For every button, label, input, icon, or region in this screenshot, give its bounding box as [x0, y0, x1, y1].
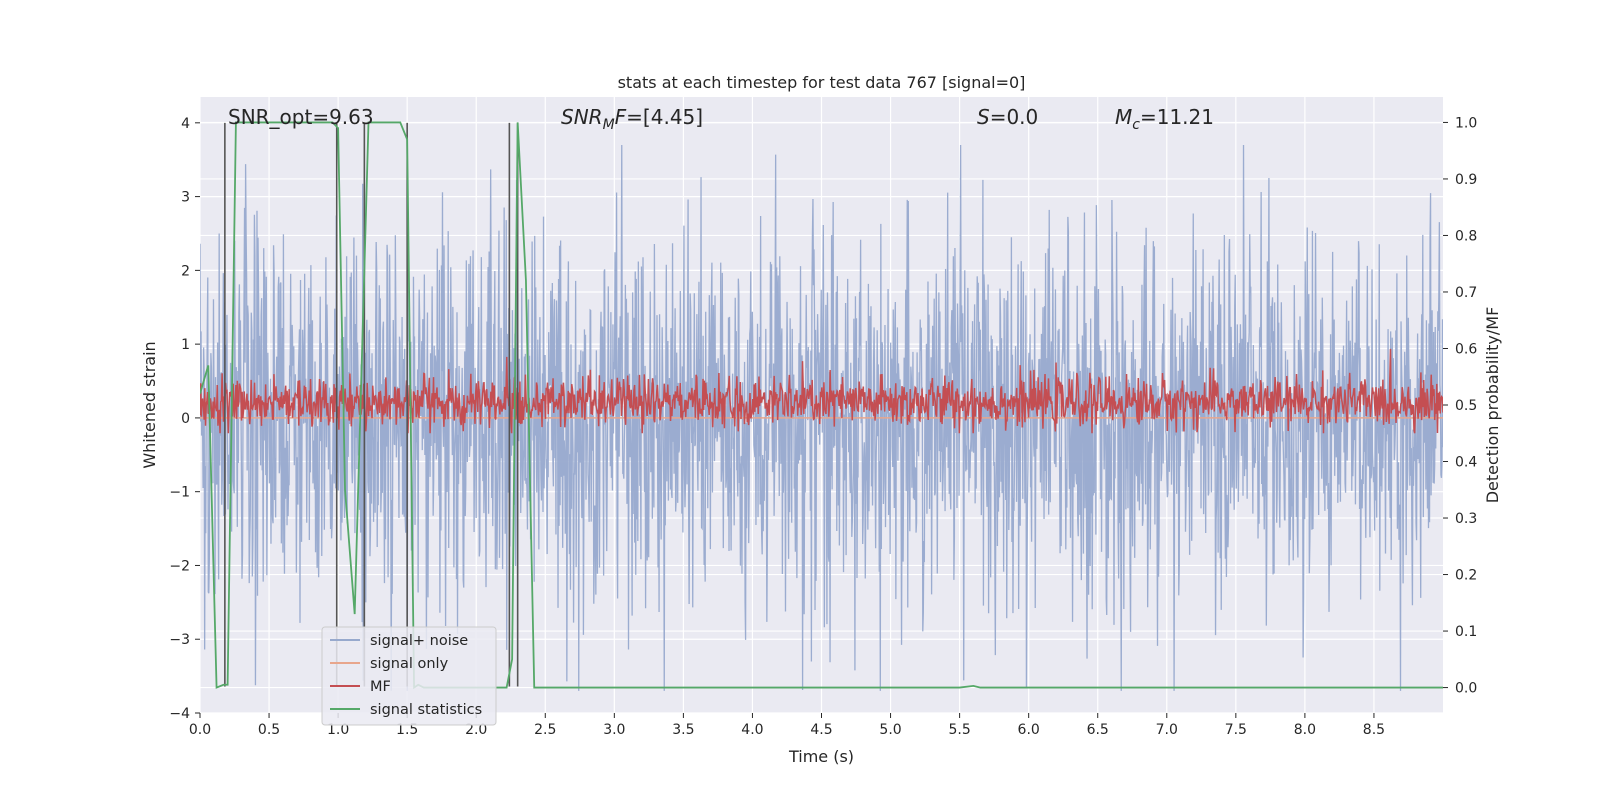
x-tick-label: 1.0 — [327, 722, 349, 738]
x-tick-label: 2.0 — [465, 722, 487, 738]
annotation-snr-mf-sub: M — [603, 117, 615, 133]
x-tick-labels: 0.0 0.5 1.0 1.5 2.0 2.5 3.0 3.5 4.0 4.5 5.0 5.5 6.0 6… — [189, 713, 1385, 738]
x-tick-label: 5.5 — [948, 722, 970, 738]
legend: signal+ noise signal only MF signal stat… — [321, 626, 497, 726]
annotation-mc-italic: M — [1115, 105, 1132, 129]
y2-tick-label: 0.2 — [1455, 568, 1477, 584]
annotation-mc-sub: c — [1132, 117, 1140, 133]
y2-tick-label: 0.5 — [1455, 398, 1477, 414]
y-axis-label: Whitened strain — [140, 341, 159, 468]
legend-label-signal-statistics: signal statistics — [370, 702, 482, 718]
x-tick-label: 8.0 — [1294, 722, 1316, 738]
x-tick-label: 7.5 — [1225, 722, 1247, 738]
annotation-s: S=0.0 — [977, 105, 1038, 129]
y-tick-label: 4 — [181, 116, 190, 132]
y2-tick-label: 0.9 — [1455, 172, 1477, 188]
x-tick-label: 1.5 — [396, 722, 418, 738]
annotation-snr-opt: SNR_opt=9.63 — [228, 105, 374, 129]
y2-tick-labels: 1.0 0.9 0.8 0.7 0.6 0.5 0.4 0.3 0.2 0.1 0.0 — [1443, 115, 1477, 697]
annotation-mc: Mc=11.21 — [1115, 105, 1214, 133]
legend-label-signal-only: signal only — [370, 656, 449, 672]
x-tick-label: 5.0 — [879, 722, 901, 738]
y-tick-labels: 4 3 2 1 0 −1 −2 −3 −4 — [169, 116, 200, 722]
y2-tick-label: 0.8 — [1455, 228, 1477, 244]
x-tick-label: 0.0 — [189, 722, 211, 738]
y-tick-label: −1 — [169, 485, 190, 501]
y2-tick-label: 0.0 — [1455, 681, 1477, 697]
legend-label-signal-noise: signal+ noise — [370, 633, 468, 649]
annotation-mc-value: =11.21 — [1140, 105, 1214, 129]
chart-title: stats at each timestep for test data 767… — [618, 73, 1026, 92]
x-tick-label: 7.0 — [1156, 722, 1178, 738]
x-tick-label: 0.5 — [258, 722, 280, 738]
annotation-snr-mf: SNRMF=[4.45] — [561, 105, 703, 133]
annotation-s-italic: S — [977, 105, 990, 129]
y2-tick-label: 0.6 — [1455, 341, 1477, 357]
x-tick-label: 6.0 — [1018, 722, 1040, 738]
vertical-markers — [224, 122, 519, 687]
x-axis-label: Time (s) — [788, 747, 854, 766]
y2-tick-label: 0.3 — [1455, 511, 1477, 527]
y2-tick-label: 0.7 — [1455, 285, 1477, 301]
y-tick-label: 2 — [181, 263, 190, 279]
y-tick-label: −2 — [169, 558, 190, 574]
legend-label-mf: MF — [370, 679, 391, 695]
x-tick-label: 8.5 — [1363, 722, 1385, 738]
x-tick-label: 4.0 — [741, 722, 763, 738]
y-tick-label: 3 — [181, 190, 190, 206]
legend-box — [321, 626, 497, 726]
y2-tick-label: 0.4 — [1455, 455, 1477, 471]
annotation-s-value: =0.0 — [990, 105, 1039, 129]
x-tick-label: 6.5 — [1087, 722, 1109, 738]
annotation-snr-mf-italic: SNR — [561, 105, 603, 129]
y-tick-label: −3 — [169, 632, 190, 648]
annotation-snr-mf-value: =[4.45] — [626, 105, 703, 129]
y2-tick-label: 1.0 — [1455, 115, 1477, 131]
x-tick-label: 4.5 — [810, 722, 832, 738]
x-tick-label: 2.5 — [534, 722, 556, 738]
y-tick-label: 0 — [181, 411, 190, 427]
y-tick-label: 1 — [181, 337, 190, 353]
x-tick-label: 3.0 — [603, 722, 625, 738]
x-tick-label: 3.5 — [672, 722, 694, 738]
y2-tick-label: 0.1 — [1455, 624, 1477, 640]
y-tick-label: −4 — [169, 706, 190, 722]
annotation-snr-mf-rest: F — [615, 105, 627, 129]
y2-axis-label: Detection probability/MF — [1483, 307, 1502, 504]
